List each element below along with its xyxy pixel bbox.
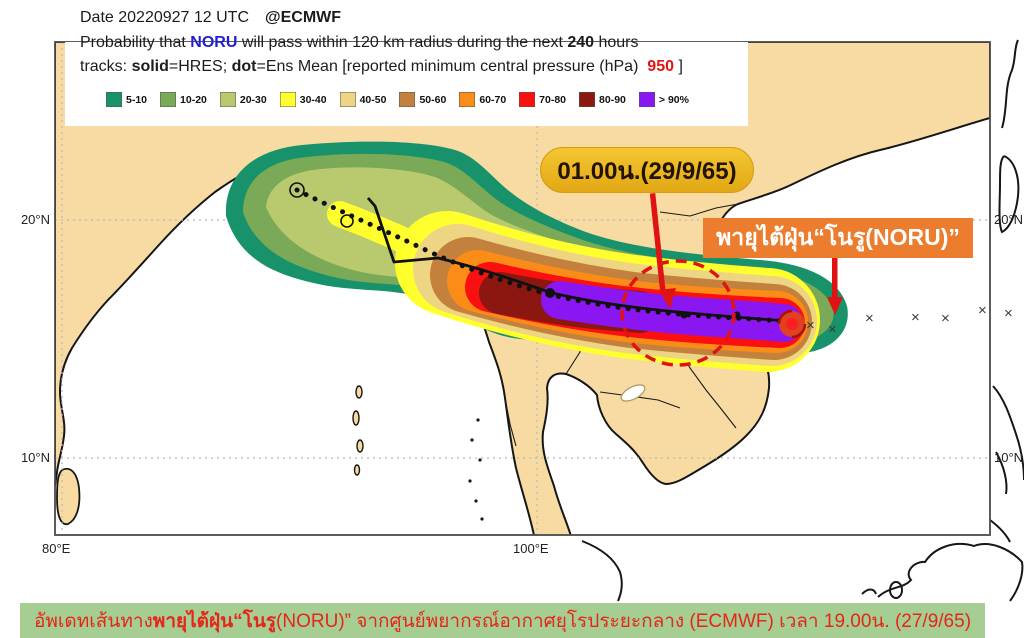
lon-label-80e: 80°E — [42, 541, 71, 556]
track-open-circle — [340, 214, 354, 228]
header-background — [65, 42, 748, 126]
time-callout-pill: 01.00น.(29/9/65) — [540, 147, 754, 193]
storm-label-text: พายุไต้ฝุ่น“โนรู(NORU)” — [716, 224, 960, 250]
margin-coastlines — [581, 39, 1024, 602]
track-history-cross: × — [865, 310, 874, 327]
track-hres-solid — [366, 197, 799, 324]
time-callout-text: 01.00น.(29/9/65) — [557, 157, 737, 185]
callout-arrow — [649, 193, 676, 309]
legend-item: > 90% — [638, 92, 689, 107]
ecmwf-handle: @ECMWF — [265, 9, 342, 26]
legend-item: 60-70 — [459, 92, 506, 107]
legend-chip-60-70 — [459, 92, 476, 107]
legend-chip-90plus — [638, 92, 655, 107]
sri-lanka-island — [56, 467, 81, 526]
lat-label-right-10n: 10°N — [994, 450, 1024, 465]
storm-label-arrow — [827, 258, 843, 315]
prob-middle: will pass within 120 km radius during th… — [237, 33, 568, 51]
header-line-date: Date 20220927 12 UTC @ECMWF — [80, 6, 683, 31]
mergui-islands — [468, 418, 484, 521]
track-dot — [680, 311, 688, 319]
legend-item: 10-20 — [160, 92, 207, 107]
header-line-tracks: tracks: solid=HRES; dot=Ens Mean [report… — [80, 55, 683, 80]
tonle-sap-lake — [620, 384, 646, 402]
tracks-suffix: ] — [674, 58, 683, 75]
legend-item: 40-50 — [339, 92, 387, 107]
legend-chip-80-90 — [579, 92, 596, 107]
legend-chip-5-10 — [106, 92, 122, 107]
tracks-mid1: =HRES; — [168, 58, 232, 75]
legend-item: 20-30 — [219, 92, 267, 107]
lat-label-right-20n: 20°N — [994, 212, 1024, 227]
track-history-cross: × — [828, 321, 837, 338]
footer-bold: พายุไต้ฝุ่น“โนรู — [152, 610, 277, 632]
date-text: Date 20220927 12 UTC — [80, 9, 249, 26]
track-history-cross: × — [978, 302, 987, 319]
track-open-circle — [289, 182, 305, 198]
track-history-cross: × — [806, 317, 815, 334]
legend-chip-40-50 — [339, 92, 356, 107]
lat-label-left-20n: 20°N — [20, 212, 50, 227]
legend-label: 10-20 — [180, 93, 207, 106]
track-history-cross: × — [941, 310, 950, 327]
lat-label-left-10n: 10°N — [20, 450, 50, 465]
typhoon-icon — [777, 309, 807, 339]
legend-item: 50-60 — [399, 92, 446, 107]
legend-label: 80-90 — [599, 93, 626, 106]
footer-banner: อัพเดทเส้นทาง พายุไต้ฝุ่น“โนรู (NORU)” จาก… — [20, 603, 985, 638]
pressure-value: 950 — [647, 58, 674, 75]
footer-prefix: อัพเดทเส้นทาง — [33, 610, 153, 632]
andaman-islands — [352, 385, 364, 476]
header-text-block: Date 20220927 12 UTC @ECMWF Probability t… — [80, 6, 683, 80]
storm-name: NORU — [190, 33, 238, 51]
legend-chip-20-30 — [219, 92, 236, 107]
legend-chip-10-20 — [160, 92, 177, 107]
track-history-cross: × — [911, 309, 920, 326]
prob-suffix: hours — [594, 33, 639, 51]
tracks-prefix: tracks: — [80, 58, 132, 75]
legend-item: 70-80 — [519, 92, 566, 107]
legend-label: 5-10 — [126, 93, 148, 106]
legend-label: 60-70 — [479, 93, 507, 106]
storm-name-label: พายุไต้ฝุ่น“โนรู(NORU)” — [703, 218, 973, 258]
lon-label-100e: 100°E — [513, 541, 549, 556]
tracks-mid2: =Ens Mean [reported minimum central pres… — [256, 58, 648, 75]
legend-label: 30-40 — [299, 93, 327, 106]
dot-word: dot — [231, 58, 257, 75]
focus-dashed-circle — [620, 259, 736, 367]
legend-label: 50-60 — [419, 93, 447, 106]
legend-chip-50-60 — [399, 92, 416, 107]
track-dot — [545, 288, 555, 298]
legend-chip-30-40 — [279, 92, 296, 107]
legend-label: 40-50 — [359, 93, 387, 106]
legend-item: 30-40 — [279, 92, 327, 107]
probability-legend: 5-10 10-20 20-30 30-40 40-50 50-60 60-70… — [106, 92, 702, 107]
legend-item: 5-10 — [106, 92, 147, 107]
legend-label: 20-30 — [239, 93, 267, 106]
hours-value: 240 — [567, 33, 595, 51]
legend-chip-70-80 — [519, 92, 536, 107]
legend-label: > 90% — [658, 93, 689, 106]
solid-word: solid — [131, 58, 169, 75]
header-line-probability: Probability that NORU will pass within 1… — [80, 31, 683, 56]
legend-item: 80-90 — [579, 92, 626, 107]
track-history-cross: × — [1004, 305, 1013, 322]
prob-prefix: Probability that — [80, 33, 191, 51]
footer-suffix: (NORU)” จากศูนย์พยากรณ์อากาศยุโรประยะกลา… — [276, 610, 972, 632]
legend-label: 70-80 — [539, 93, 567, 106]
